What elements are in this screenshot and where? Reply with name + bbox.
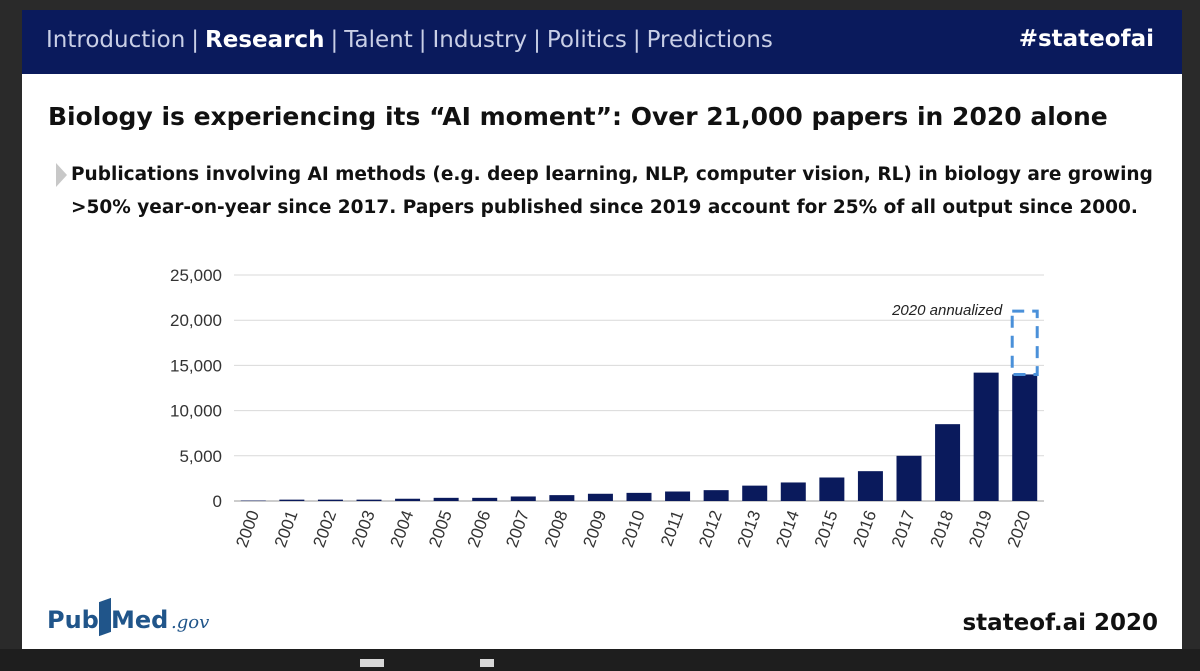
footer-source: stateof.ai 2020 xyxy=(962,610,1158,636)
x-tick-label: 2008 xyxy=(541,508,572,550)
x-tick-label: 2012 xyxy=(695,508,726,550)
y-axis-ticks: 0 5,000 10,000 15,000 20,000 25,000 xyxy=(170,266,222,511)
bar-2012 xyxy=(703,490,729,501)
x-tick-label: 2013 xyxy=(734,508,765,550)
bar-2005 xyxy=(433,497,459,501)
bar-2020 xyxy=(1012,374,1038,501)
bar-2019 xyxy=(973,372,999,501)
bars xyxy=(240,372,1038,502)
y-tick-label: 25,000 xyxy=(170,266,222,285)
bullet-text: Publications involving AI methods (e.g. … xyxy=(71,164,1153,218)
bar-2002 xyxy=(317,499,343,501)
bar-2017 xyxy=(896,455,922,501)
x-tick-label: 2003 xyxy=(348,508,379,550)
screen-frame-bottom xyxy=(0,649,1200,671)
bar-2000 xyxy=(240,500,266,502)
bar-2003 xyxy=(356,499,382,501)
x-tick-label: 2015 xyxy=(811,508,842,550)
pubmed-logo-med: Med xyxy=(111,606,169,634)
x-tick-label: 2010 xyxy=(618,508,649,550)
x-tick-label: 2020 xyxy=(1004,508,1035,550)
bar-2007 xyxy=(510,496,536,501)
nav-politics[interactable]: Politics xyxy=(546,27,627,53)
x-tick-label: 2001 xyxy=(271,508,302,550)
x-tick-label: 2004 xyxy=(387,508,418,550)
y-tick-label: 0 xyxy=(213,492,222,511)
annualized-label: 2020 annualized xyxy=(891,302,1003,319)
bar-2013 xyxy=(742,485,768,501)
nav-separator: | xyxy=(533,27,541,53)
screen-frame-right xyxy=(1182,0,1200,671)
x-tick-label: 2014 xyxy=(772,508,803,550)
x-tick-label: 2009 xyxy=(579,508,610,550)
x-tick-label: 2011 xyxy=(657,508,687,549)
bar-2006 xyxy=(472,497,498,501)
nav-research[interactable]: Research xyxy=(205,27,325,53)
nav-industry[interactable]: Industry xyxy=(432,27,528,53)
x-tick-label: 2006 xyxy=(464,508,495,550)
y-tick-label: 20,000 xyxy=(170,311,222,330)
x-axis-ticks: 2000 2001 2002 2003 2004 2005 2006 2007 2008 2009… xyxy=(232,508,1034,550)
top-nav-bar: Introduction | Research | Talent | Industry | Po… xyxy=(22,10,1182,74)
nav-talent[interactable]: Talent xyxy=(344,27,413,53)
x-tick-label: 2018 xyxy=(927,508,958,550)
y-tick-label: 10,000 xyxy=(170,402,222,421)
annualized-marker: 2020 annualized xyxy=(891,302,1039,376)
bar-chart: 0 5,000 10,000 15,000 20,000 25,000 2020 annu… xyxy=(170,266,1044,550)
slide-title: Biology is experiencing its “AI moment”:… xyxy=(48,102,1108,131)
bar-2018 xyxy=(935,424,961,501)
pubmed-logo-gov: .gov xyxy=(171,612,210,633)
bar-2001 xyxy=(279,499,305,501)
x-tick-label: 2016 xyxy=(849,508,880,550)
nav-separator: | xyxy=(191,27,200,53)
taskbar-mark xyxy=(360,659,384,667)
nav-introduction[interactable]: Introduction xyxy=(46,27,186,53)
nav-items: Introduction | Research | Talent | Industry | Po… xyxy=(46,27,773,53)
bar-2015 xyxy=(819,477,845,501)
taskbar-mark xyxy=(480,659,494,667)
y-tick-label: 15,000 xyxy=(170,356,222,375)
hashtag: #stateofai xyxy=(1018,26,1154,52)
bar-2004 xyxy=(395,498,421,501)
pubmed-logo: Pub Med .gov xyxy=(47,597,237,646)
screen-frame-top xyxy=(0,0,1200,10)
bar-2008 xyxy=(549,495,575,501)
nav-separator: | xyxy=(330,27,339,53)
bar-2016 xyxy=(857,471,883,501)
nav-separator: | xyxy=(418,27,427,53)
annualized-outline xyxy=(1010,309,1039,376)
x-tick-label: 2019 xyxy=(965,508,996,550)
bar-2011 xyxy=(665,491,691,501)
slide: Introduction | Research | Talent | Industry | Po… xyxy=(22,10,1182,649)
y-tick-label: 5,000 xyxy=(179,447,222,466)
bar-2014 xyxy=(780,482,806,501)
x-tick-label: 2017 xyxy=(888,508,919,550)
bullet-arrow-icon xyxy=(56,163,67,187)
x-tick-label: 2002 xyxy=(309,508,340,550)
nav-predictions[interactable]: Predictions xyxy=(646,27,773,53)
pubmed-logo-pub: Pub xyxy=(47,606,99,634)
bar-2010 xyxy=(626,492,652,501)
bar-2009 xyxy=(587,493,613,501)
x-tick-label: 2007 xyxy=(502,508,533,550)
book-icon xyxy=(99,597,111,637)
x-tick-label: 2000 xyxy=(232,508,263,550)
x-tick-label: 2005 xyxy=(425,508,456,550)
screen-frame-left xyxy=(0,0,22,671)
nav-separator: | xyxy=(632,27,641,53)
